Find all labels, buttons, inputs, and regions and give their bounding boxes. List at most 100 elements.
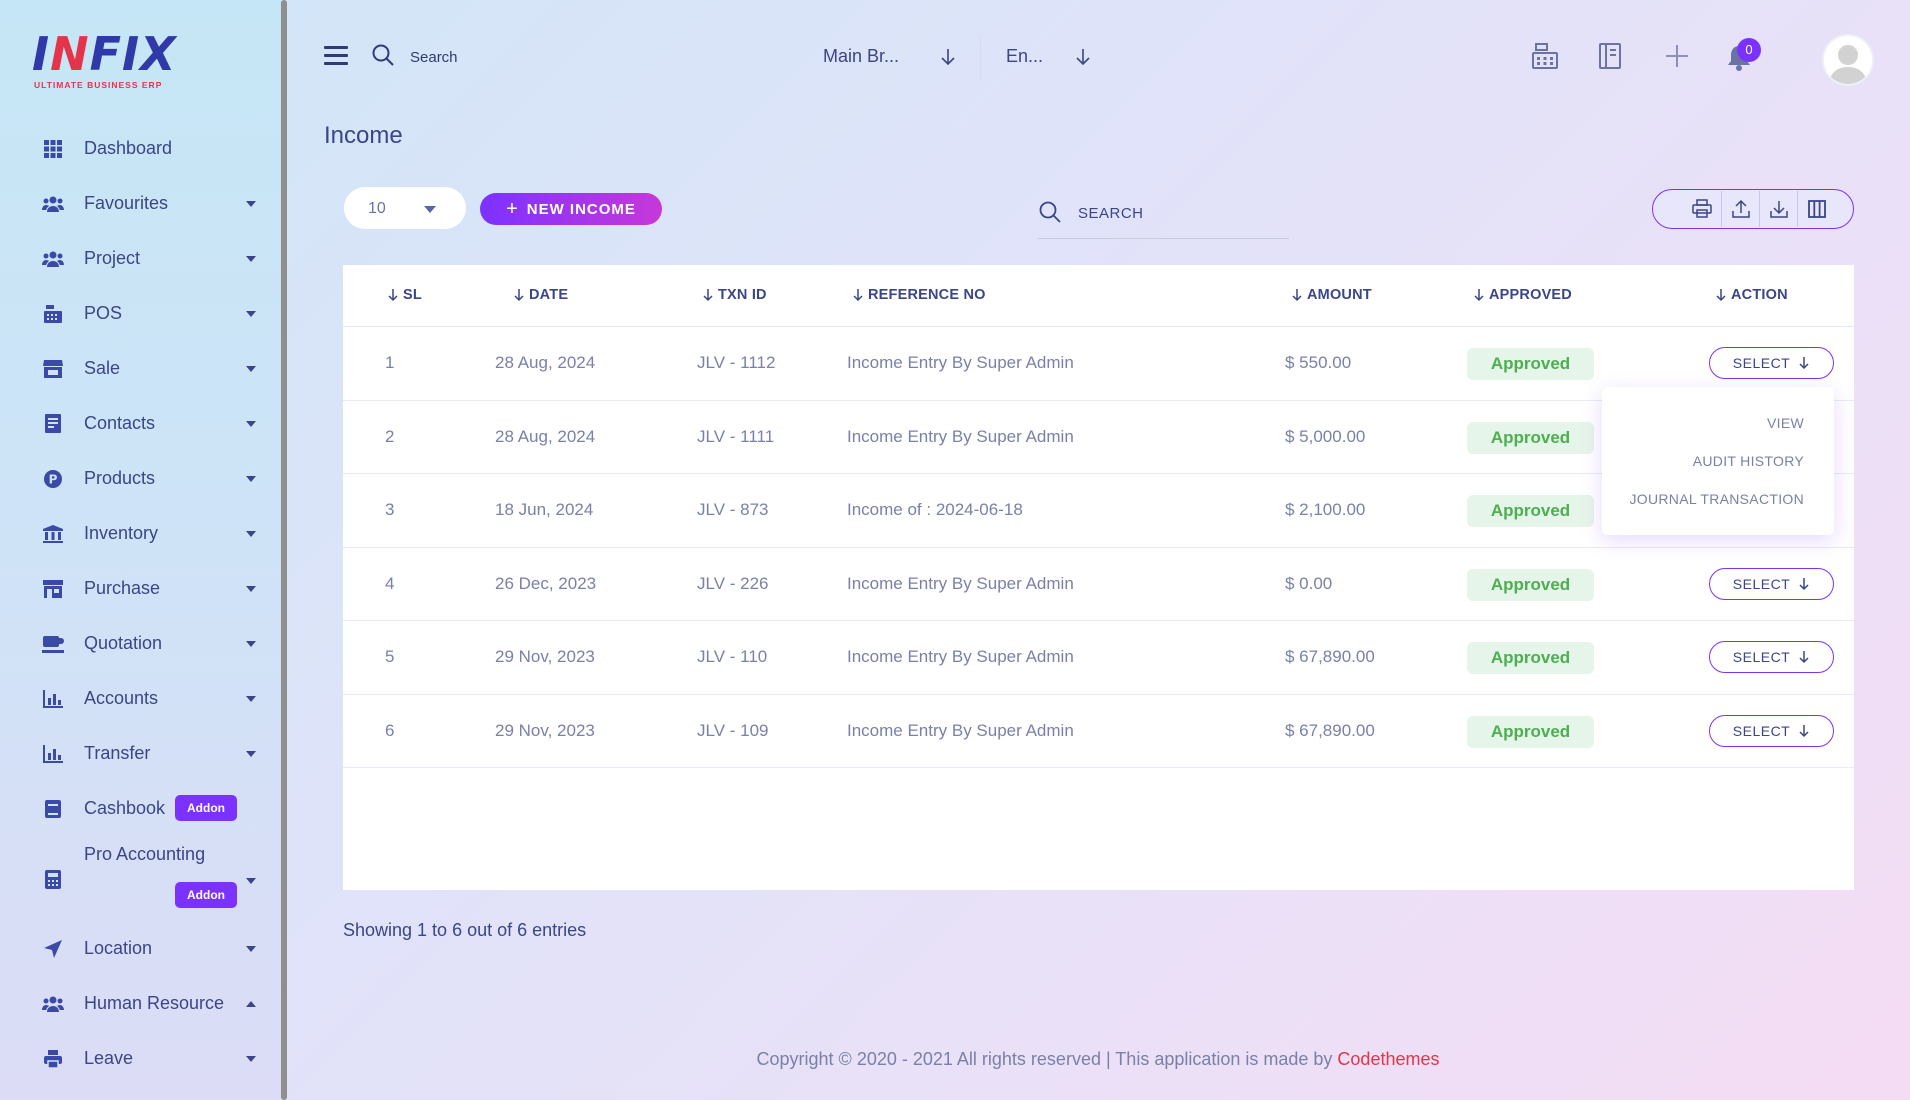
bar-chart-icon [42, 743, 64, 765]
cell-txn-id: JLV - 1111 [697, 426, 775, 446]
logo-wordmark: INFIX [32, 27, 177, 81]
sidebar-item-label: Products [84, 468, 156, 488]
arrow-down-icon[interactable] [940, 48, 956, 71]
sidebar-item-human-resource[interactable]: Human Resource [0, 976, 282, 1031]
row-select-button[interactable]: SELECT [1709, 714, 1834, 747]
sidebar-item-pro-accounting[interactable]: Pro Accounting Addon [0, 836, 282, 921]
download-icon [1769, 201, 1788, 218]
sort-arrow-icon [1474, 289, 1484, 302]
cell-sl: 4 [385, 573, 395, 593]
sidebar-item-location[interactable]: Location [0, 921, 282, 976]
chevron-down-icon [246, 365, 256, 372]
row-select-button[interactable]: SELECT [1709, 641, 1834, 673]
column-header-amount[interactable]: AMOUNT [1291, 287, 1372, 303]
cell-sl: 6 [385, 720, 395, 740]
per-page-select[interactable]: 10 [344, 187, 466, 229]
caret-down-icon [424, 206, 436, 213]
sidebar-item-purchase[interactable]: Purchase [0, 561, 282, 616]
cell-sl: 2 [385, 426, 395, 446]
sidebar-item-label: Quotation [84, 633, 163, 653]
dropdown-item-view[interactable]: VIEW [1767, 415, 1804, 431]
cell-date: 18 Jun, 2024 [495, 500, 594, 519]
sidebar-item-leave[interactable]: Leave [0, 1031, 282, 1086]
search-icon[interactable] [371, 43, 395, 72]
sidebar: INFIX ULTIMATE BUSINESS ERP Dashboard Fa… [0, 0, 282, 1100]
cell-date: 26 Dec, 2023 [495, 573, 597, 593]
dropdown-item-journal-transaction[interactable]: JOURNAL TRANSACTION [1629, 491, 1804, 507]
print-button[interactable] [1683, 191, 1721, 227]
sidebar-item-quotation[interactable]: Quotation [0, 616, 282, 671]
language-select[interactable]: En... [1006, 46, 1044, 66]
sidebar-item-transfer[interactable]: Transfer [0, 726, 282, 781]
search-underline [1038, 238, 1289, 239]
arrow-down-icon [1799, 724, 1809, 737]
chevron-down-icon [246, 878, 256, 884]
status-badge: Approved [1467, 421, 1594, 454]
sidebar-item-label: Cashbook [84, 798, 166, 818]
column-header-action[interactable]: ACTION [1715, 287, 1788, 303]
upload-button[interactable] [1721, 191, 1759, 227]
status-badge: Approved [1467, 348, 1594, 380]
sort-arrow-icon [1292, 289, 1302, 302]
action-dropdown-menu: VIEW AUDIT HISTORY JOURNAL TRANSACTION [1602, 387, 1834, 535]
cell-txn-id: JLV - 1112 [697, 353, 776, 372]
arrow-down-icon[interactable] [1075, 48, 1091, 71]
cash-register-icon[interactable] [1531, 42, 1559, 72]
row-select-button[interactable]: SELECT [1709, 567, 1834, 600]
plus-icon[interactable] [1664, 42, 1692, 72]
download-button[interactable] [1759, 191, 1797, 227]
cell-amount: $ 0.00 [1285, 573, 1333, 593]
income-table: SL DATE TXN ID REFERENCE NO AMOUNT APPRO… [343, 265, 1854, 890]
user-avatar[interactable] [1822, 34, 1874, 86]
contact-book-icon [42, 413, 64, 435]
columns-button[interactable] [1797, 191, 1835, 227]
export-button-group [1652, 189, 1854, 229]
topbar-divider [980, 35, 981, 81]
cell-date: 28 Aug, 2024 [495, 426, 596, 446]
notebook-icon[interactable] [1597, 42, 1625, 72]
sidebar-scrollbar[interactable] [281, 0, 287, 1100]
search-icon[interactable] [1038, 200, 1062, 229]
sidebar-item-dashboard[interactable]: Dashboard [0, 121, 282, 176]
sidebar-item-project[interactable]: Project [0, 231, 282, 286]
upload-icon [1731, 199, 1750, 218]
column-header-reference-no[interactable]: REFERENCE NO [852, 287, 986, 303]
top-search-input[interactable] [410, 45, 630, 69]
sidebar-item-favourites[interactable]: Favourites [0, 176, 282, 231]
column-header-date[interactable]: DATE [513, 287, 568, 303]
sidebar-item-label: Contacts [84, 413, 156, 433]
row-select-button[interactable]: SELECT [1709, 347, 1834, 379]
table-search-input[interactable] [1078, 200, 1288, 226]
sidebar-item-accounts[interactable]: Accounts [0, 671, 282, 726]
hamburger-menu-button[interactable] [324, 46, 348, 66]
sort-arrow-icon [703, 289, 713, 302]
chevron-up-icon [246, 1000, 256, 1007]
status-badge: Approved [1467, 715, 1594, 748]
column-header-approved[interactable]: APPROVED [1473, 287, 1572, 303]
sidebar-item-products[interactable]: P Products [0, 451, 282, 506]
sidebar-item-pos[interactable]: POS [0, 286, 282, 341]
dropdown-item-audit-history[interactable]: AUDIT HISTORY [1692, 453, 1804, 469]
cell-date: 29 Nov, 2023 [495, 647, 595, 666]
column-header-txn-id[interactable]: TXN ID [702, 287, 767, 303]
new-income-button[interactable]: + NEW INCOME [480, 193, 662, 225]
users-icon [42, 993, 64, 1015]
book-icon [42, 798, 64, 820]
sort-arrow-icon [514, 289, 524, 302]
footer-brand-link[interactable]: Codethemes [1337, 1049, 1440, 1069]
sidebar-item-sale[interactable]: Sale [0, 341, 282, 396]
branch-select[interactable]: Main Br... [823, 46, 900, 66]
chevron-down-icon [246, 695, 256, 702]
sidebar-item-label: Sale [84, 358, 121, 378]
sidebar-item-cashbook[interactable]: Cashbook Addon [0, 781, 282, 836]
arrow-down-icon [1799, 577, 1809, 590]
column-header-sl[interactable]: SL [387, 287, 422, 303]
table-row: 4 26 Dec, 2023 JLV - 226 Income Entry By… [343, 548, 1854, 621]
sidebar-item-inventory[interactable]: Inventory [0, 506, 282, 561]
table-row: 6 29 Nov, 2023 JLV - 109 Income Entry By… [343, 695, 1854, 768]
app-logo[interactable]: INFIX ULTIMATE BUSINESS ERP [32, 30, 182, 92]
cash-register-icon [42, 303, 64, 325]
footer: Copyright © 2020 - 2021 All rights reser… [0, 1049, 1910, 1070]
columns-icon [1807, 200, 1826, 218]
sidebar-item-contacts[interactable]: Contacts [0, 396, 282, 451]
